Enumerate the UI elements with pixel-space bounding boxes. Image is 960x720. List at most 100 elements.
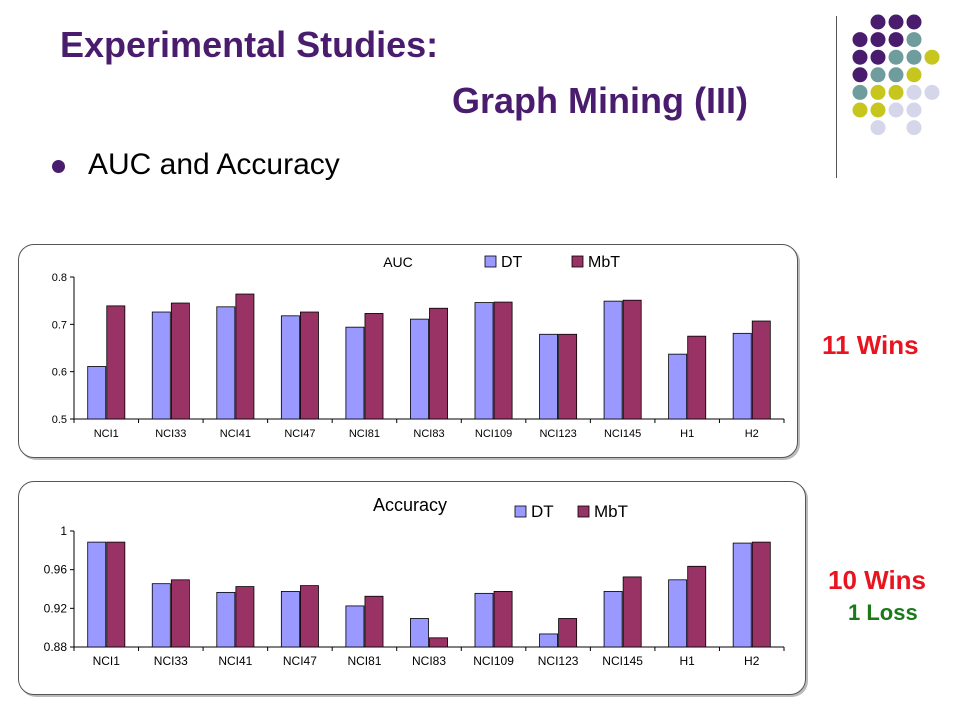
decor-dot — [870, 32, 886, 48]
decor-dot — [870, 49, 886, 65]
decor-dot — [888, 14, 904, 30]
decor-dot — [924, 49, 940, 65]
legend-label: DT — [501, 254, 523, 271]
legend-swatch — [514, 505, 527, 518]
category-label: NCI83 — [412, 654, 446, 668]
bar-mbt — [687, 335, 707, 420]
bar-mbt — [751, 541, 771, 648]
decor-dot — [888, 32, 904, 48]
bar-mbt — [170, 579, 190, 648]
category-label: NCI41 — [220, 428, 251, 440]
bar-dt — [474, 592, 494, 648]
bar-dt — [216, 591, 236, 648]
decor-dot — [852, 32, 868, 48]
decor-dot — [906, 84, 922, 100]
decor-dot — [852, 49, 868, 65]
legend-label: MbT — [588, 254, 620, 271]
category-label: NCI81 — [347, 654, 381, 668]
legend-swatch — [577, 505, 590, 518]
decor-dot — [888, 67, 904, 83]
legend-label: DT — [531, 502, 554, 521]
bar-mbt — [687, 565, 707, 648]
bar-dt — [345, 605, 365, 648]
bar-mbt — [558, 618, 578, 648]
category-label: H1 — [680, 654, 696, 668]
category-label: NCI47 — [283, 654, 317, 668]
bar-mbt — [622, 299, 642, 420]
bar-mbt — [622, 576, 642, 648]
y-tick-label: 0.6 — [52, 367, 67, 379]
decor-dot — [888, 49, 904, 65]
bar-mbt — [493, 301, 513, 420]
decor-dot — [870, 67, 886, 83]
bar-mbt — [235, 586, 255, 648]
bar-dt — [732, 542, 752, 648]
bar-mbt — [364, 595, 384, 648]
decor-dot — [870, 14, 886, 30]
bar-dt — [280, 591, 300, 648]
bar-dt — [668, 353, 688, 420]
accuracy-result-loss: 1 Loss — [848, 600, 918, 625]
decor-dot — [870, 102, 886, 118]
slide-title-line2: Graph Mining (III) — [452, 80, 748, 121]
bar-mbt — [751, 320, 771, 420]
bar-dt — [87, 541, 107, 648]
decor-dot — [906, 67, 922, 83]
auc-result-wins: 11 Wins — [822, 330, 919, 360]
legend-swatch — [571, 255, 584, 268]
bar-mbt — [235, 293, 255, 420]
bar-dt — [539, 633, 558, 648]
bar-mbt — [493, 591, 513, 648]
y-tick-label: 0.5 — [52, 414, 67, 426]
bar-dt — [151, 583, 171, 648]
auc-chart-frame: 0.5 0.6 0.7 0.8 NCI1 NCI33 NCI41 NCI47 NCI81 NCI8… — [18, 244, 798, 458]
decor-dot — [852, 84, 868, 100]
category-label: NCI83 — [413, 428, 444, 440]
category-label: NCI145 — [602, 654, 643, 668]
bar-dt — [216, 306, 236, 420]
category-label: NCI1 — [93, 654, 121, 668]
decor-dot — [888, 102, 904, 118]
bullet-text: AUC and Accuracy — [88, 148, 340, 181]
category-label: NCI123 — [539, 428, 576, 440]
decor-dot — [924, 84, 940, 100]
category-label: NCI109 — [475, 428, 512, 440]
bar-dt — [151, 311, 171, 420]
chart-title: Accuracy — [373, 495, 447, 515]
bar-mbt — [170, 302, 190, 420]
category-label: NCI123 — [538, 654, 579, 668]
category-label: H1 — [680, 428, 694, 440]
bar-dt — [474, 302, 494, 420]
decor-dot — [870, 120, 886, 136]
category-label: NCI145 — [604, 428, 641, 440]
bar-dt — [732, 332, 752, 420]
decor-dot — [888, 84, 904, 100]
bar-mbt — [300, 585, 319, 648]
bar-mbt — [429, 637, 448, 648]
category-label: NCI1 — [94, 428, 119, 440]
decor-dot — [906, 49, 922, 65]
bar-dt — [603, 300, 623, 420]
category-label: NCI47 — [284, 428, 315, 440]
category-label: NCI33 — [154, 654, 188, 668]
category-label: NCI109 — [473, 654, 514, 668]
category-label: H2 — [745, 428, 759, 440]
bar-dt — [410, 318, 429, 420]
bar-dt — [603, 591, 623, 648]
accuracy-result-wins: 10 Wins — [828, 565, 927, 595]
decor-dot — [852, 102, 868, 118]
bar-mbt — [429, 307, 448, 420]
bar-dt — [87, 366, 107, 420]
chart-title: AUC — [383, 254, 413, 270]
decor-dot — [852, 67, 868, 83]
y-tick-label: 0.8 — [52, 272, 67, 284]
bar-mbt — [106, 305, 126, 420]
auc-chart: 0.5 0.6 0.7 0.8 NCI1 NCI33 NCI41 NCI47 NCI81 NCI8… — [52, 254, 785, 440]
bullet-dot-icon — [52, 160, 65, 173]
decor-dot — [906, 14, 922, 30]
legend-swatch — [484, 255, 497, 268]
decor-dot — [906, 32, 922, 48]
y-tick-label: 0.92 — [44, 601, 68, 615]
y-tick-label: 0.7 — [52, 319, 67, 331]
category-label: H2 — [744, 654, 760, 668]
